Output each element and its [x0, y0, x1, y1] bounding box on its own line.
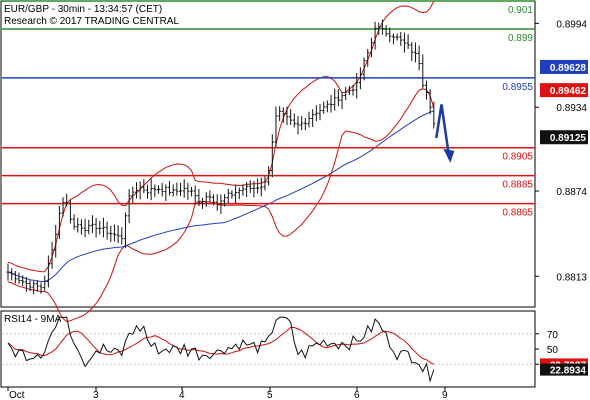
level-label-5: 0.8865 [502, 208, 533, 219]
price-tag-label-0: 0.89628 [550, 63, 587, 74]
x-tick-label-3: 5 [267, 390, 273, 400]
price-tag-2 [540, 130, 588, 145]
rsi-line [7, 316, 435, 383]
forecast-arrow-head [443, 148, 455, 163]
price-tag-label-1: 0.89462 [550, 86, 587, 97]
chart-title: EUR/GBP - 30min - 13:34:57 (CET) [4, 4, 162, 15]
rsi-tick-label-1: 50 [547, 345, 559, 356]
level-label-3: 0.8905 [502, 152, 533, 163]
rsi-layer [2, 316, 535, 383]
price-layer: 0.901 0.899 0.8955 0.8905 0.8885 0.8865 [2, 0, 535, 323]
level-label-2: 0.8955 [502, 82, 533, 93]
x-tick-label-2: 4 [179, 390, 185, 400]
rsi-ma-line [7, 326, 435, 365]
y-tick-label-0: 0.8994 [556, 19, 587, 30]
level-label-0: 0.901 [508, 5, 533, 16]
x-tick-label-5: 9 [442, 390, 448, 400]
bollinger-upper-band [7, 1, 435, 273]
x-tick-label-4: 6 [354, 390, 360, 400]
forecast-arrow-line [435, 104, 451, 160]
rsi-plot-frame [0, 310, 536, 388]
rsi-title: RSI14 - 9MA [4, 314, 62, 325]
price-tag-1 [540, 83, 588, 98]
level-label-1: 0.899 [508, 33, 533, 44]
x-tick-label-1: 3 [93, 390, 99, 400]
rsi-tick-label-0: 70 [547, 330, 559, 341]
rsi-tag-1 [540, 363, 588, 376]
y-tick-label-3: 0.8813 [556, 272, 587, 283]
moving-average-line [7, 110, 434, 282]
price-plot-frame [0, 0, 536, 308]
chart-subtitle: Research © 2017 TRADING CENTRAL [4, 16, 179, 27]
axis-layer: 0.89940.89340.88740.88130.896280.894620.… [7, 19, 588, 400]
price-tag-label-2: 0.89125 [550, 133, 587, 144]
rsi-tag-label-1: 22.8934 [550, 366, 587, 377]
x-tick-label-0: Oct [9, 390, 25, 400]
y-tick-label-2: 0.8874 [556, 187, 587, 198]
y-tick-label-1: 0.8934 [556, 103, 587, 114]
price-tag-0 [540, 59, 588, 74]
level-label-4: 0.8885 [502, 180, 533, 191]
